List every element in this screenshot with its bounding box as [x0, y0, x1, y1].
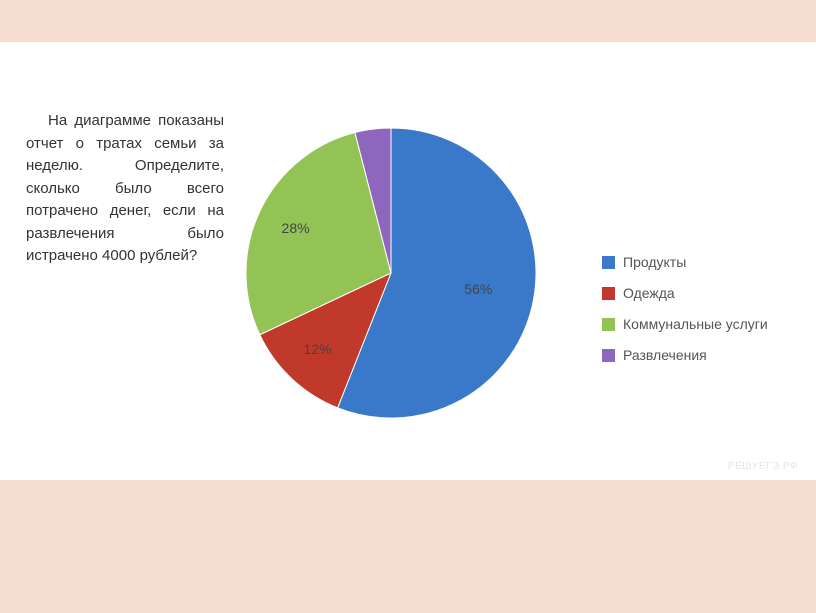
legend-item-0: Продукты — [602, 254, 768, 270]
legend-item-3: Развлечения — [602, 347, 768, 363]
legend-swatch — [602, 256, 615, 269]
legend-swatch — [602, 318, 615, 331]
pie-svg — [246, 128, 536, 418]
problem-text: На диаграмме показаны отчет о тратах сем… — [26, 110, 224, 268]
pie-chart: 56%12%28% — [246, 128, 546, 418]
legend-label: Одежда — [623, 285, 675, 301]
legend: Продукты Одежда Коммунальные услуги Развлеч… — [602, 254, 768, 378]
legend-swatch — [602, 349, 615, 362]
legend-label: Продукты — [623, 254, 686, 270]
legend-item-1: Одежда — [602, 285, 768, 301]
content-panel: На диаграмме показаны отчет о тратах сем… — [0, 42, 816, 480]
legend-label: Коммунальные услуги — [623, 316, 768, 332]
watermark: РЕШУЕГЭ.РФ — [728, 461, 798, 472]
legend-swatch — [602, 287, 615, 300]
legend-label: Развлечения — [623, 347, 707, 363]
legend-item-2: Коммунальные услуги — [602, 316, 768, 332]
